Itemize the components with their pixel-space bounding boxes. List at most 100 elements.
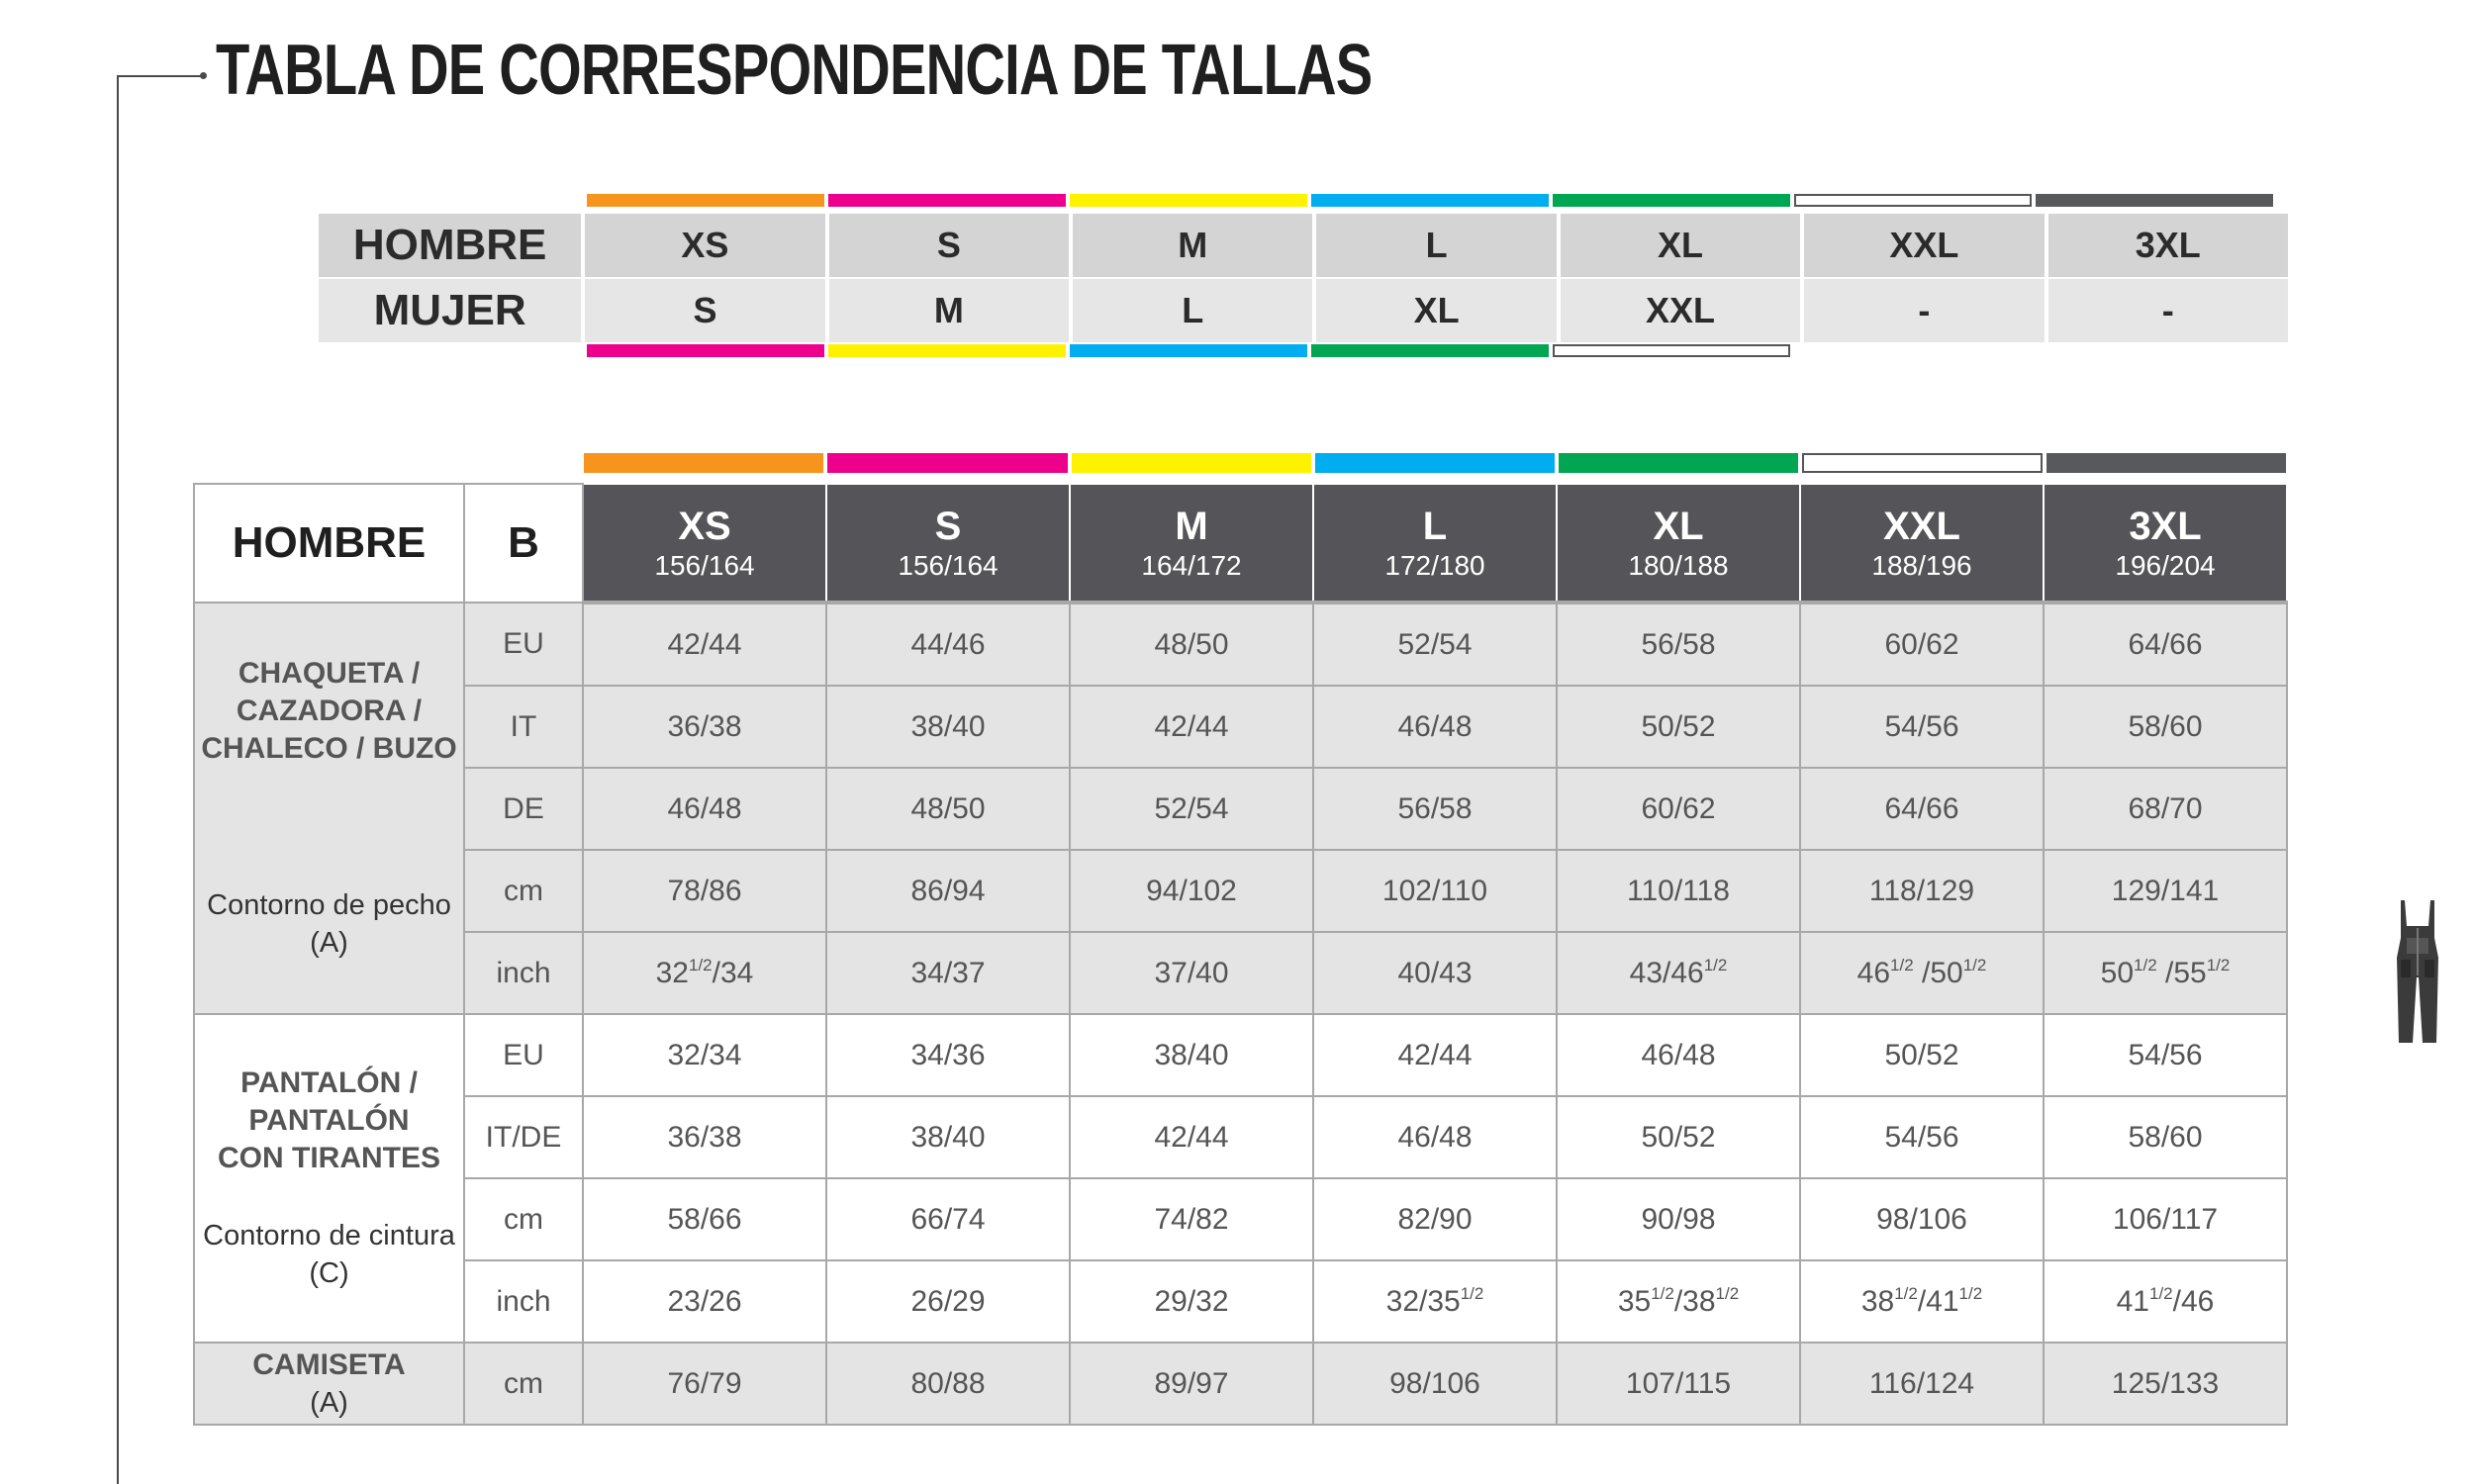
size-value-cell: 90/98: [1556, 1177, 1801, 1261]
equivalence-hombre-size: M: [1069, 214, 1313, 277]
size-header-row: HOMBRE B XS 156/164 S 156/164 M 164/172 L 172/1…: [193, 483, 2288, 604]
size-value-cell: 64/66: [1799, 767, 2045, 851]
color-bar-white: [1794, 194, 2032, 207]
unit-label: IT: [463, 685, 584, 769]
size-value-cell: 106/117: [2043, 1177, 2288, 1261]
garment-name-line: CON TIRANTES: [218, 1142, 440, 1174]
size-value-cell: 42/44: [1069, 685, 1314, 769]
size-value-cell: 76/79: [582, 1342, 827, 1426]
size-header-xxl: XXL 188/196: [1799, 483, 2045, 604]
size-value-cell: 98/106: [1799, 1177, 2045, 1261]
equivalence-row-mujer: MUJER S M L XL XXL - -: [319, 279, 2288, 342]
size-value-cell: 43/461/2: [1556, 931, 1801, 1015]
size-value-cell: 50/52: [1556, 685, 1801, 769]
size-value-cell: 40/43: [1312, 931, 1558, 1015]
size-header-s: S 156/164: [825, 483, 1071, 604]
size-label: XXL: [1883, 504, 1960, 548]
color-bar-blue: [1314, 453, 1556, 473]
size-value-cell: 411/2/46: [2043, 1259, 2288, 1344]
size-value-cell: 37/40: [1069, 931, 1314, 1015]
size-height-range: 196/204: [2115, 549, 2216, 581]
color-bar-green: [1311, 344, 1549, 357]
size-value-cell: 58/60: [2043, 1095, 2288, 1179]
equivalence-label-mujer: MUJER: [373, 286, 526, 334]
size-value-cell: 107/115: [1556, 1342, 1801, 1426]
color-bar-white: [1553, 344, 1790, 357]
equivalence-label-hombre: HOMBRE: [352, 221, 547, 269]
measurement-label: Contorno de cintura (C): [203, 1220, 455, 1289]
table-row: inch 321/2/34 34/37 37/40 40/43 43/461/2 461/2…: [194, 931, 2288, 1015]
frame-dot: [200, 72, 207, 79]
garment-name-line: CHALECO / BUZO: [201, 732, 457, 765]
equivalence-mujer-size: -: [1800, 279, 2045, 342]
size-value-cell: 110/118: [1556, 849, 1801, 933]
unit-label: EU: [463, 1013, 584, 1097]
size-value-cell: 125/133: [2043, 1342, 2288, 1426]
size-value-cell: 86/94: [825, 849, 1071, 933]
size-value-cell: 66/74: [825, 1177, 1071, 1261]
table-row: cm 78/86 86/94 94/102 102/110 110/118 118/129 1…: [194, 849, 2288, 933]
size-value-cell: 36/38: [582, 1095, 827, 1179]
unit-label: cm: [463, 1177, 584, 1261]
size-header-m: M 164/172: [1069, 483, 1314, 604]
color-bar-yellow: [828, 344, 1066, 357]
garment-name-line: PANTALÓN: [248, 1104, 410, 1137]
page-title: TABLA DE CORRESPONDENCIA DE TALLAS: [216, 31, 1373, 110]
size-value-cell: 54/56: [1799, 1095, 2045, 1179]
size-value-cell: 58/66: [582, 1177, 827, 1261]
size-label: 3XL: [2129, 504, 2202, 548]
size-value-cell: 78/86: [582, 849, 827, 933]
size-label: XS: [678, 504, 731, 548]
table-row: inch 23/26 26/29 29/32 32/351/2 351/2/381/2 38…: [194, 1259, 2288, 1344]
size-value-cell: 46/48: [1312, 1095, 1558, 1179]
unit-label: inch: [463, 1259, 584, 1344]
color-bar-magenta: [827, 453, 1068, 473]
size-height-range: 156/164: [654, 549, 755, 581]
frame-line-vertical: [117, 75, 119, 1484]
size-value-cell: 46/48: [582, 767, 827, 851]
size-label: XL: [1653, 504, 1704, 548]
equivalence-hombre-size: XS: [581, 214, 825, 277]
size-value-cell: 89/97: [1069, 1342, 1314, 1426]
equivalence-mujer-size: S: [581, 279, 825, 342]
size-value-cell: 48/50: [1069, 602, 1314, 687]
size-header-xs: XS 156/164: [582, 483, 827, 604]
garment-name-line: CAMISETA: [252, 1347, 406, 1381]
size-value-cell: 50/52: [1556, 1095, 1801, 1179]
size-value-cell: 52/54: [1069, 767, 1314, 851]
size-label: M: [1175, 504, 1208, 548]
size-value-cell: 116/124: [1799, 1342, 2045, 1426]
size-chart-table: HOMBRE B XS 156/164 S 156/164 M 164/172 L 172/1…: [193, 483, 2288, 1426]
size-value-cell: 94/102: [1069, 849, 1314, 933]
color-bar-yellow: [1070, 194, 1307, 207]
equivalence-hombre-size: XXL: [1800, 214, 2045, 277]
size-value-cell: 48/50: [825, 767, 1071, 851]
table-row: CHAQUETA / CAZADORA / CHALECO / BUZO Contor…: [193, 602, 2288, 1015]
size-value-cell: 60/62: [1556, 767, 1801, 851]
size-value-cell: 42/44: [1069, 1095, 1314, 1179]
size-label: S: [934, 504, 962, 548]
size-value-cell: 54/56: [1799, 685, 2045, 769]
size-label: L: [1422, 504, 1448, 548]
color-bar-yellow: [1071, 453, 1311, 473]
size-value-cell: 32/34: [582, 1013, 827, 1097]
table-row: DE 46/48 48/50 52/54 56/58 60/62 64/66 68/70: [194, 767, 2288, 851]
size-value-cell: 42/44: [1312, 1013, 1558, 1097]
garment-name-line: CHAQUETA /: [238, 657, 421, 690]
garment-name-line: PANTALÓN /: [240, 1067, 418, 1099]
size-value-cell: 38/40: [825, 1095, 1071, 1179]
size-value-cell: 34/37: [825, 931, 1071, 1015]
garment-group-label: PANTALÓN / PANTALÓN CON TIRANTES Contorno d…: [193, 1013, 465, 1344]
size-value-cell: 56/58: [1312, 767, 1558, 851]
size-value-cell: 80/88: [825, 1342, 1071, 1426]
unit-label: cm: [463, 849, 584, 933]
equivalence-hombre-size: 3XL: [2044, 214, 2288, 277]
size-value-cell: 56/58: [1556, 602, 1801, 687]
color-bar-gray: [2046, 453, 2286, 473]
unit-label: cm: [463, 1342, 584, 1426]
size-value-cell: 351/2/381/2: [1556, 1259, 1801, 1344]
size-header-xl: XL 180/188: [1556, 483, 1801, 604]
size-value-cell: 381/2/411/2: [1799, 1259, 2045, 1344]
size-height-range: 164/172: [1141, 549, 1242, 581]
table-row: cm 58/66 66/74 74/82 82/90 90/98 98/106 106/117: [194, 1177, 2288, 1261]
